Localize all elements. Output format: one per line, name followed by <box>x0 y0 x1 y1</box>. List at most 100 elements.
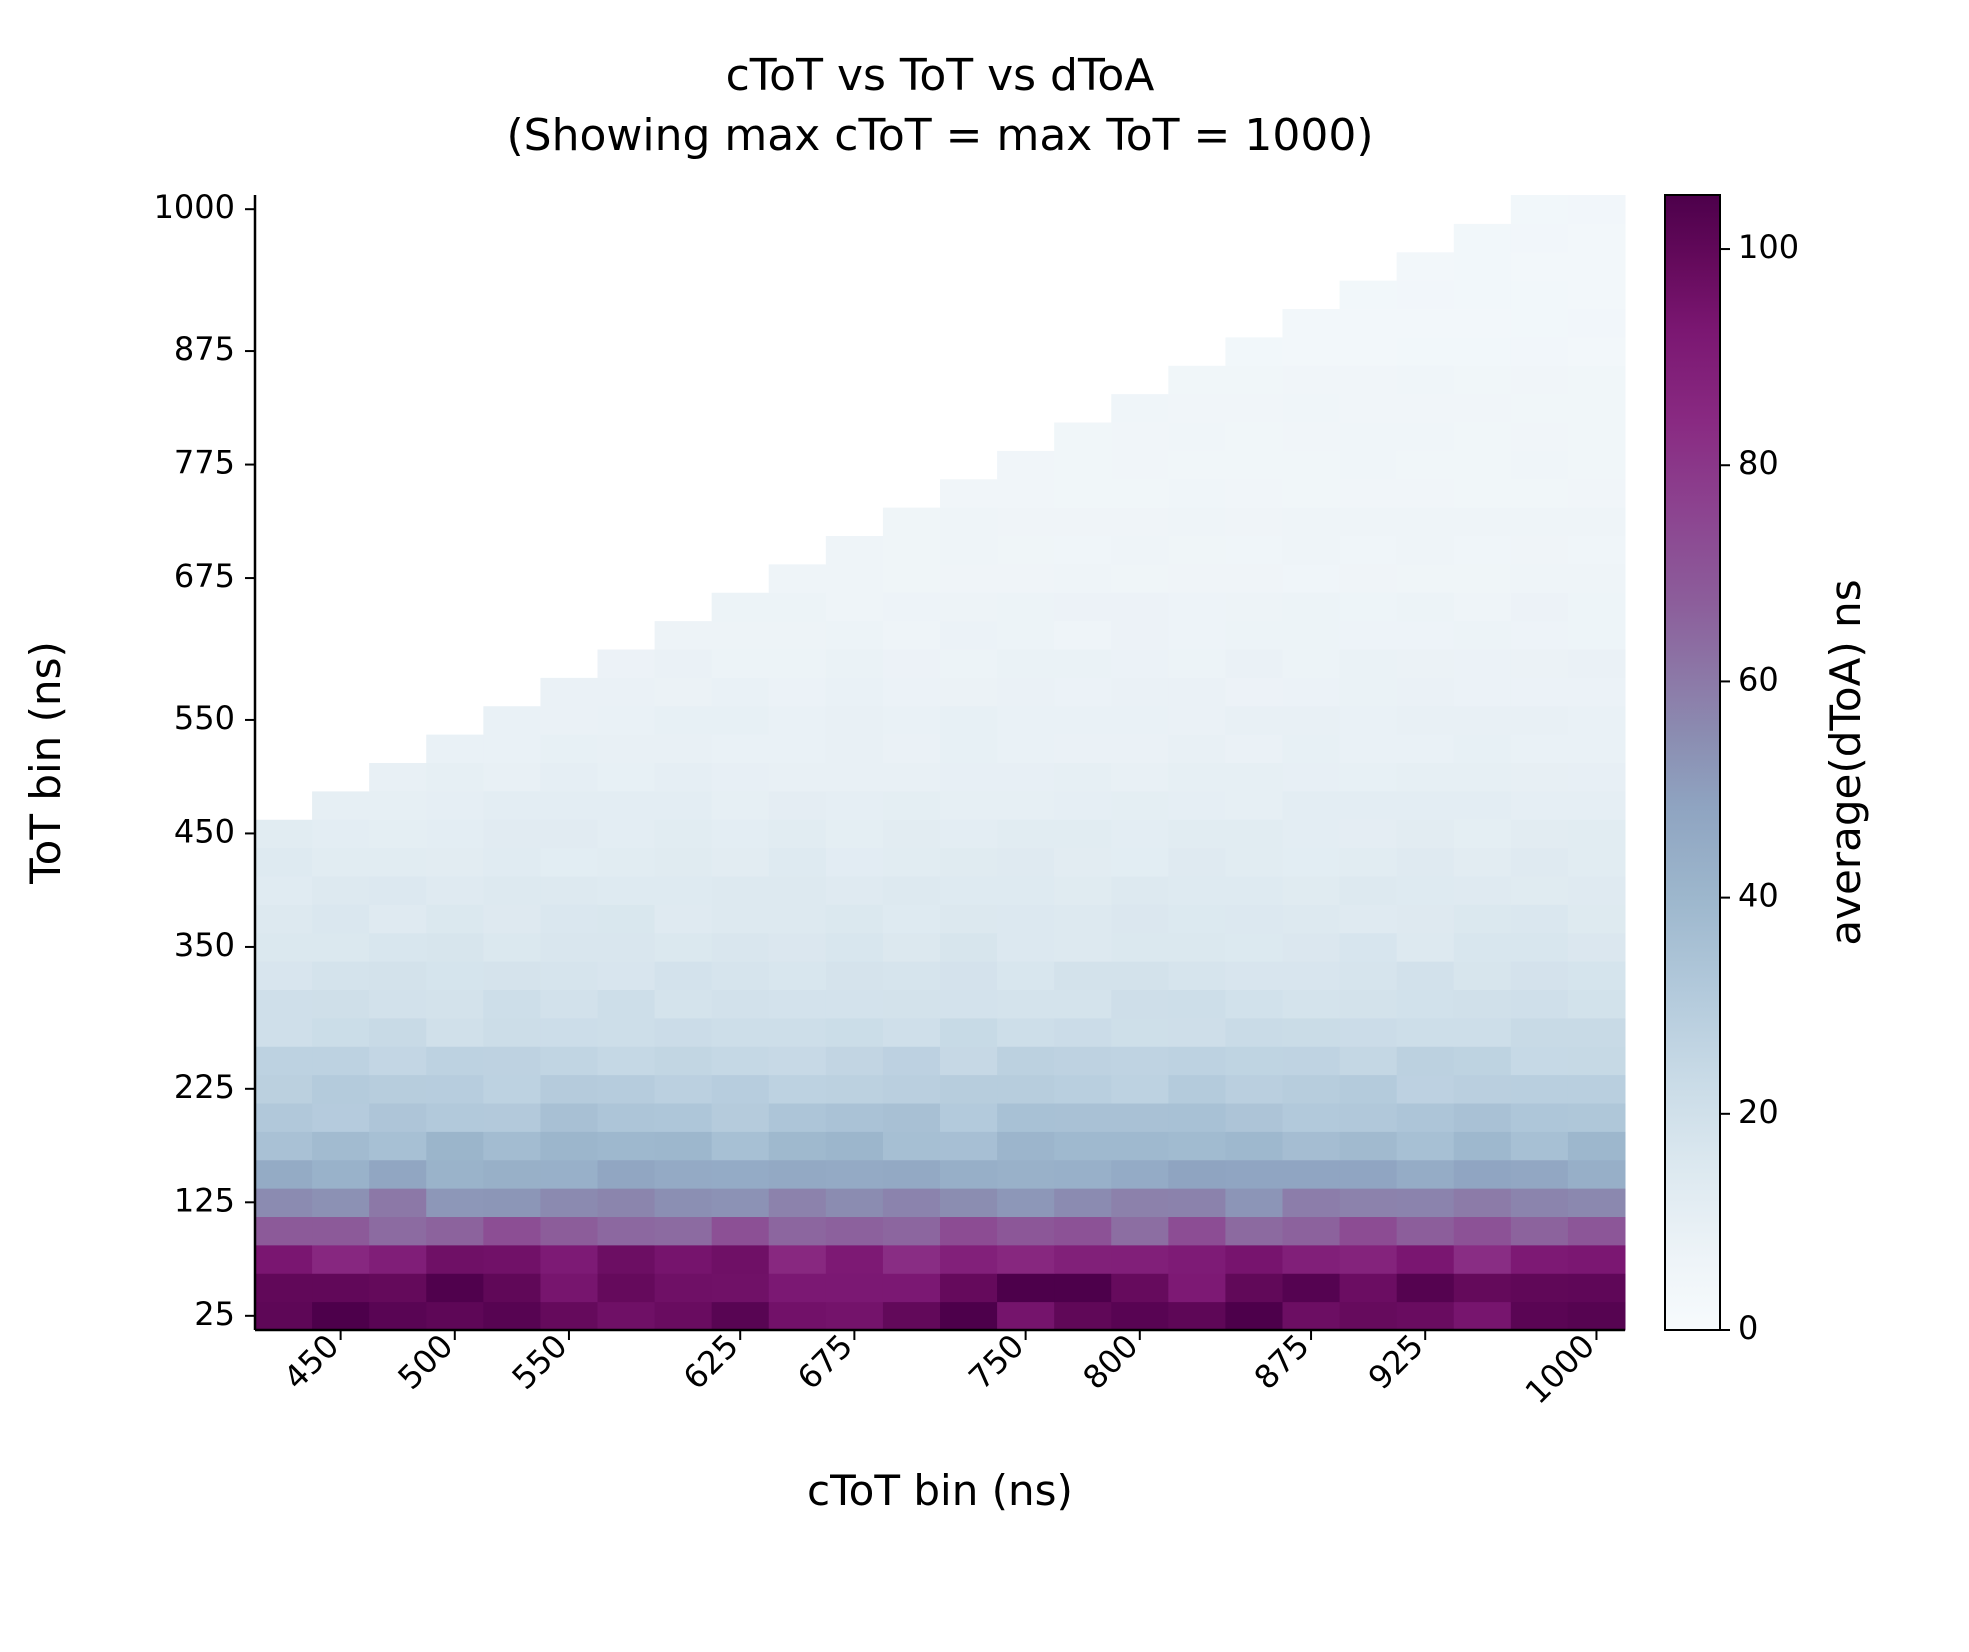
heatmap-cell <box>1054 309 1112 338</box>
heatmap-cell <box>997 677 1055 706</box>
heatmap-cell <box>1225 479 1283 508</box>
heatmap-cell <box>1454 280 1512 309</box>
heatmap-cell <box>826 1302 884 1331</box>
heatmap-cell <box>1454 649 1512 678</box>
heatmap-cell <box>1568 394 1626 423</box>
heatmap-cell <box>312 280 370 309</box>
heatmap-cell <box>598 819 656 848</box>
heatmap-cell <box>1397 819 1455 848</box>
heatmap-cell <box>940 309 998 338</box>
heatmap-cell <box>769 564 827 593</box>
y-tick-label: 350 <box>174 926 235 964</box>
y-tick-label: 225 <box>174 1068 235 1106</box>
heatmap-cell <box>1568 933 1626 962</box>
heatmap-cell <box>369 1046 427 1075</box>
heatmap-cell <box>598 1188 656 1217</box>
heatmap-cell <box>1511 479 1569 508</box>
heatmap-cell <box>655 1018 713 1047</box>
heatmap-cell <box>1054 791 1112 820</box>
heatmap-cell <box>426 592 484 621</box>
heatmap-cell <box>883 592 941 621</box>
heatmap-cell <box>655 479 713 508</box>
heatmap-cell <box>1340 252 1398 281</box>
heatmap-cell <box>255 1188 313 1217</box>
heatmap-cell <box>769 1046 827 1075</box>
heatmap-cell <box>1054 649 1112 678</box>
heatmap-cell <box>769 706 827 735</box>
heatmap-cell <box>483 309 541 338</box>
heatmap-cell <box>1054 1217 1112 1246</box>
heatmap-cell <box>426 337 484 366</box>
heatmap-cell <box>1225 649 1283 678</box>
heatmap-cell <box>883 1075 941 1104</box>
heatmap-cell <box>769 536 827 565</box>
heatmap-cell <box>483 507 541 536</box>
heatmap-cell <box>1168 309 1226 338</box>
heatmap-cell <box>540 252 598 281</box>
heatmap-cell <box>255 309 313 338</box>
x-axis-label: cToT bin (ns) <box>807 1466 1073 1515</box>
heatmap-cell <box>712 706 770 735</box>
heatmap-cell <box>769 621 827 650</box>
heatmap-cell <box>1111 1046 1169 1075</box>
heatmap-cell <box>1168 1018 1226 1047</box>
heatmap-cell <box>540 706 598 735</box>
heatmap-cell <box>1225 1131 1283 1160</box>
heatmap-cell <box>1168 621 1226 650</box>
heatmap-cell <box>712 1018 770 1047</box>
heatmap-cell <box>1225 592 1283 621</box>
heatmap-cell <box>1568 507 1626 536</box>
heatmap-cell <box>598 933 656 962</box>
heatmap-cell <box>369 1245 427 1274</box>
heatmap-cell <box>940 1302 998 1331</box>
heatmap-cell <box>712 309 770 338</box>
heatmap-cell <box>1283 365 1341 394</box>
heatmap-cell <box>769 848 827 877</box>
heatmap-cell <box>712 223 770 252</box>
heatmap-cell <box>426 1103 484 1132</box>
heatmap-cell <box>883 365 941 394</box>
heatmap-cell <box>1397 450 1455 479</box>
heatmap-cell <box>1397 1273 1455 1302</box>
heatmap-cell <box>1340 450 1398 479</box>
heatmap-cell <box>883 677 941 706</box>
heatmap-cell <box>1511 450 1569 479</box>
heatmap-cell <box>769 990 827 1019</box>
heatmap-cell <box>312 819 370 848</box>
heatmap-cell <box>312 1131 370 1160</box>
heatmap-cell <box>426 904 484 933</box>
heatmap-cell <box>1511 536 1569 565</box>
heatmap-cell <box>1454 479 1512 508</box>
heatmap-cell <box>1454 677 1512 706</box>
heatmap-cell <box>940 280 998 309</box>
heatmap-cell <box>1340 536 1398 565</box>
heatmap-cell <box>1568 337 1626 366</box>
heatmap-cell <box>1454 422 1512 451</box>
heatmap-cell <box>883 280 941 309</box>
heatmap-cell <box>1454 1217 1512 1246</box>
heatmap-cell <box>598 763 656 792</box>
heatmap-cell <box>997 791 1055 820</box>
heatmap-cell <box>1054 1103 1112 1132</box>
heatmap-cell <box>540 1103 598 1132</box>
heatmap-cell <box>312 337 370 366</box>
heatmap-cell <box>826 337 884 366</box>
heatmap-cell <box>312 904 370 933</box>
heatmap-cell <box>1511 990 1569 1019</box>
heatmap-cell <box>1054 450 1112 479</box>
heatmap-cell <box>1511 677 1569 706</box>
heatmap-cell <box>255 677 313 706</box>
heatmap-cell <box>1340 904 1398 933</box>
heatmap-cell <box>1225 422 1283 451</box>
heatmap-cell <box>1225 564 1283 593</box>
heatmap-cell <box>940 1245 998 1274</box>
heatmap-cell <box>655 933 713 962</box>
heatmap-cell <box>426 1302 484 1331</box>
heatmap-cell <box>1054 564 1112 593</box>
heatmap-cell <box>1054 223 1112 252</box>
heatmap-cell <box>1283 394 1341 423</box>
heatmap-cell <box>1397 1046 1455 1075</box>
heatmap-cell <box>712 1160 770 1189</box>
heatmap-cell <box>1168 904 1226 933</box>
heatmap-cell <box>1054 734 1112 763</box>
